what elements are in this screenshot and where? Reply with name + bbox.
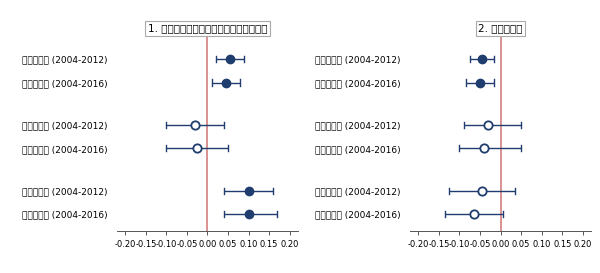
- Title: 1. 都道府県所在地の市（指定都市除く）: 1. 都道府県所在地の市（指定都市除く）: [148, 23, 267, 33]
- Title: 2. その他の市: 2. その他の市: [478, 23, 523, 33]
